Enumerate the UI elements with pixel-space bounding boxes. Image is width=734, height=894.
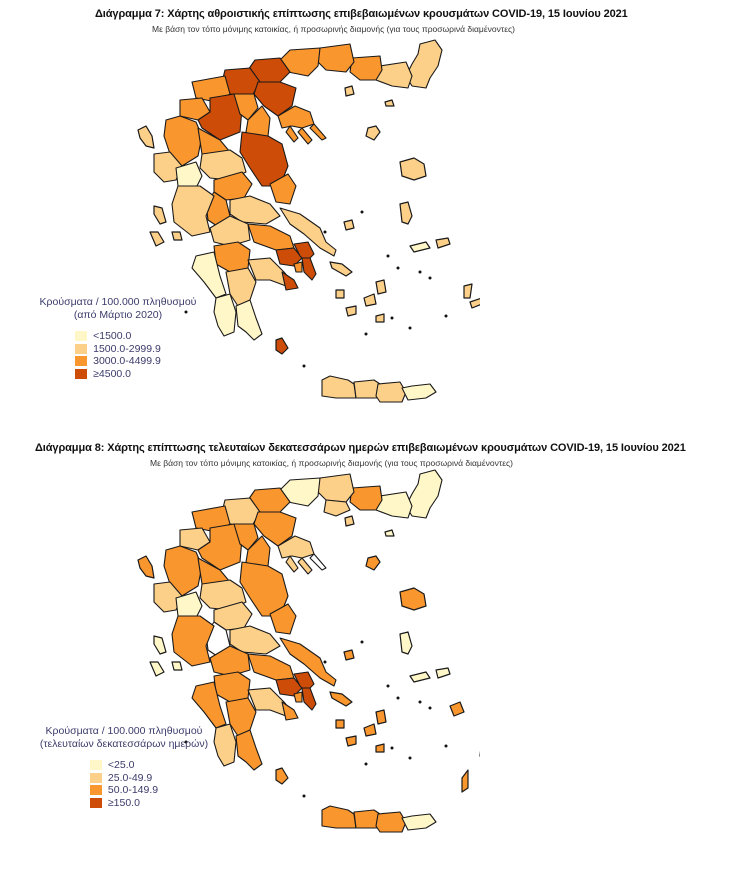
diagram-7-legend: Κρούσματα / 100.000 πληθυσμού (από Μάρτι… bbox=[28, 296, 208, 384]
legend-swatch bbox=[75, 343, 88, 354]
legend-swatch bbox=[75, 368, 88, 379]
legend-item: 1500.0-2999.9 bbox=[75, 343, 161, 356]
diagram-8-subtitle: Με βάση τον τόπο μόνιμης κατοικίας, ή πρ… bbox=[150, 458, 513, 468]
legend-label: 25.0-49.9 bbox=[107, 771, 153, 784]
legend-swatch bbox=[89, 785, 102, 796]
diagram-8-panel: Διάγραμμα 8: Χάρτης επίπτωσης τελευταίων… bbox=[0, 436, 734, 894]
legend-item: ≥150.0 bbox=[89, 796, 158, 810]
legend-swatch bbox=[89, 797, 102, 808]
legend-title-line2: (από Μάρτιο 2020) bbox=[73, 309, 163, 321]
legend-item: 50.0-149.9 bbox=[89, 784, 159, 797]
legend-swatch bbox=[89, 760, 102, 771]
legend-item: 25.0-49.9 bbox=[89, 771, 158, 785]
legend-label: 50.0-149.9 bbox=[107, 784, 159, 797]
legend-label: 3000.0-4499.9 bbox=[93, 355, 161, 368]
legend-item: ≥4500.0 bbox=[75, 368, 161, 381]
legend-title-line1: Κρούσματα / 100.000 πληθυσμού bbox=[39, 296, 197, 308]
legend-label: <25.0 bbox=[107, 759, 135, 772]
diagram-8-choropleth-map bbox=[137, 469, 480, 833]
diagram-8-title: Διάγραμμα 8: Χάρτης επίπτωσης τελευταίων… bbox=[35, 442, 686, 454]
diagram-8-legend: Κρούσματα / 100.000 πληθυσμού (τελευταίω… bbox=[24, 725, 224, 813]
diagram-7-choropleth-map bbox=[137, 39, 480, 403]
diagram-7-subtitle: Με βάση τον τόπο μόνιμης κατοικίας, ή πρ… bbox=[152, 24, 515, 34]
legend-item: 3000.0-4499.9 bbox=[75, 355, 161, 368]
legend-label: ≥150.0 bbox=[107, 796, 140, 809]
legend-items: <1500.0 1500.0-2999.9 3000.0-4499.9 ≥450… bbox=[75, 330, 161, 380]
legend-title-line2: (τελευταίων δεκατεσσάρων ημερών) bbox=[39, 738, 209, 750]
legend-label: ≥4500.0 bbox=[93, 367, 132, 380]
legend-swatch bbox=[75, 356, 88, 367]
legend-swatch bbox=[75, 331, 88, 342]
legend-title-line1: Κρούσματα / 100.000 πληθυσμού bbox=[45, 725, 203, 737]
legend-items: <25.0 25.0-49.9 50.0-149.9 ≥150.0 bbox=[89, 759, 159, 810]
diagram-7-panel: Διάγραμμα 7: Χάρτης αθροιστικής επίπτωση… bbox=[0, 0, 734, 430]
legend-item: <25.0 bbox=[89, 759, 158, 772]
legend-label: 1500.0-2999.9 bbox=[93, 342, 161, 355]
legend-item: <1500.0 bbox=[75, 330, 161, 343]
legend-label: <1500.0 bbox=[93, 330, 132, 343]
diagram-7-title: Διάγραμμα 7: Χάρτης αθροιστικής επίπτωση… bbox=[95, 8, 628, 20]
legend-swatch bbox=[89, 772, 102, 783]
